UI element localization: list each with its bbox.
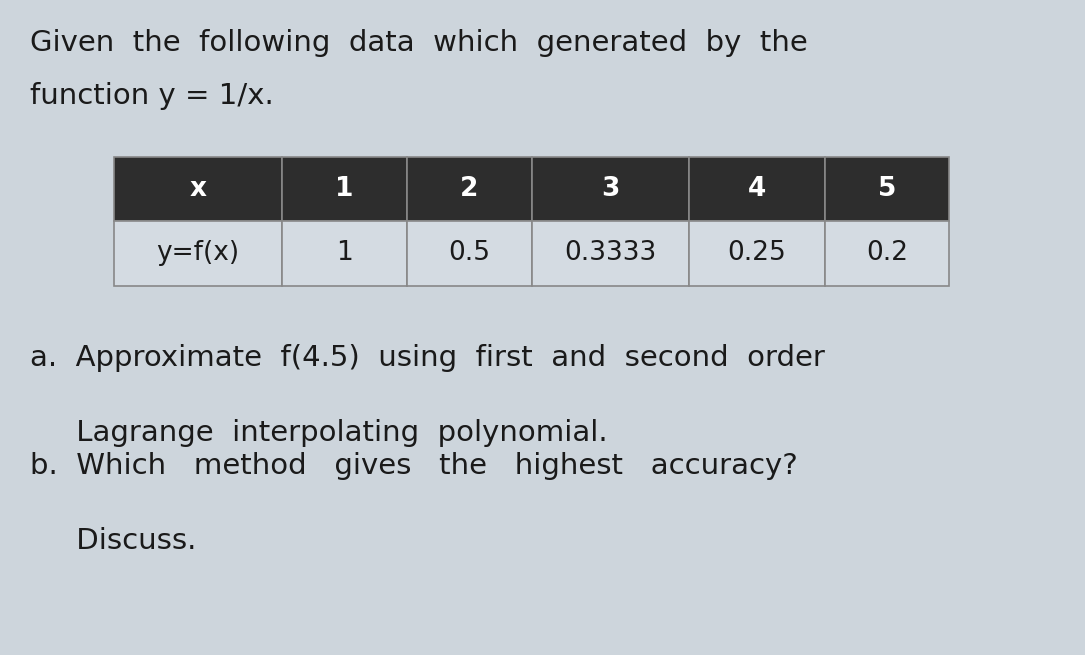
Text: Lagrange  interpolating  polynomial.: Lagrange interpolating polynomial.	[30, 419, 608, 447]
Bar	[282, 157, 407, 221]
Bar	[825, 157, 949, 221]
Bar	[407, 157, 532, 221]
Text: 2: 2	[460, 176, 478, 202]
Bar	[532, 157, 689, 221]
Bar	[532, 221, 689, 286]
Text: x: x	[190, 176, 206, 202]
Text: 1: 1	[336, 240, 353, 267]
Bar	[282, 221, 407, 286]
Text: Discuss.: Discuss.	[30, 527, 196, 555]
Text: Given  the  following  data  which  generated  by  the: Given the following data which generated…	[30, 29, 808, 58]
Text: a.  Approximate  f(4.5)  using  first  and  second  order: a. Approximate f(4.5) using first and se…	[30, 344, 826, 372]
Bar	[407, 221, 532, 286]
Text: 0.2: 0.2	[866, 240, 908, 267]
Text: 0.25: 0.25	[727, 240, 787, 267]
Bar	[689, 221, 825, 286]
Text: 1: 1	[335, 176, 354, 202]
Text: 0.3333: 0.3333	[564, 240, 656, 267]
Text: 0.5: 0.5	[448, 240, 490, 267]
Text: 5: 5	[878, 176, 896, 202]
Text: b.  Which   method   gives   the   highest   accuracy?: b. Which method gives the highest accura…	[30, 452, 799, 480]
Text: 4: 4	[748, 176, 766, 202]
Bar	[114, 157, 282, 221]
Text: function y = 1/x.: function y = 1/x.	[30, 82, 275, 110]
Text: 3: 3	[601, 176, 620, 202]
Bar	[825, 221, 949, 286]
Text: y=f(x): y=f(x)	[156, 240, 240, 267]
Bar	[689, 157, 825, 221]
Bar	[114, 221, 282, 286]
